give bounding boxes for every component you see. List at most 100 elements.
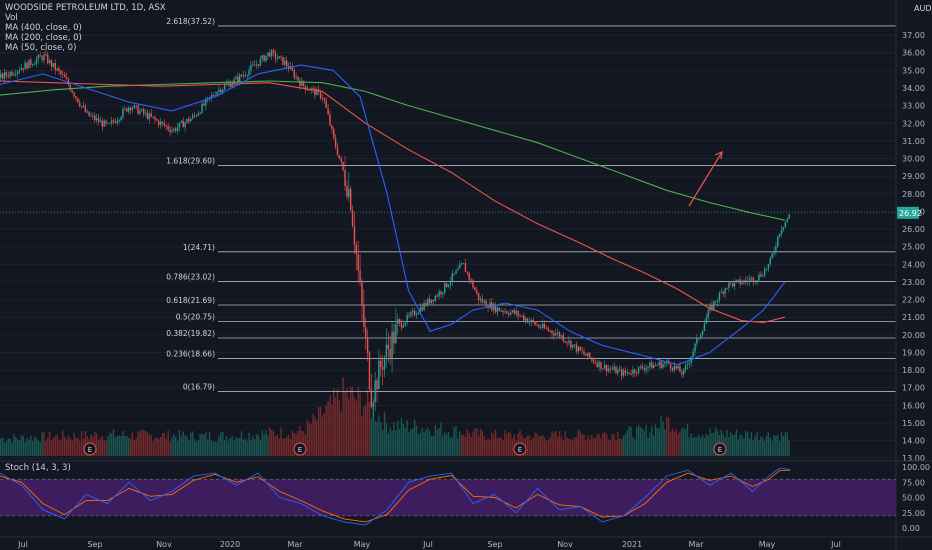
- candle-body: [60, 70, 62, 75]
- candle-body: [660, 361, 662, 368]
- volume-bar: [254, 439, 256, 456]
- volume-bar: [632, 437, 634, 456]
- candle-body: [41, 56, 43, 61]
- candle-body: [282, 56, 284, 65]
- time-tick-label: Sep: [487, 540, 502, 549]
- candle-body: [242, 75, 245, 77]
- volume-bar: [269, 427, 271, 456]
- candle-body: [643, 368, 645, 371]
- candle-body: [150, 113, 152, 117]
- volume-bar: [769, 437, 771, 456]
- volume-bar: [308, 422, 310, 456]
- candle-body: [103, 120, 105, 127]
- candle-body: [357, 254, 359, 271]
- volume-bar: [733, 434, 736, 456]
- earnings-marker-label: E: [518, 446, 522, 454]
- price-tick-label: 29.00: [902, 172, 925, 181]
- price-tick-label: 20.00: [902, 331, 925, 340]
- volume-bar: [628, 426, 630, 456]
- candle-body: [477, 292, 480, 301]
- volume-bar: [675, 428, 677, 456]
- candle-body: [698, 337, 700, 339]
- candle-body: [745, 280, 747, 282]
- candle-body: [321, 98, 324, 99]
- candle-body: [188, 118, 190, 122]
- volume-label[interactable]: Vol: [5, 13, 18, 23]
- candle-body: [429, 298, 431, 304]
- candle-body: [594, 362, 596, 364]
- volume-bar: [611, 433, 613, 456]
- volume-bar: [380, 421, 382, 456]
- price-tick-label: 31.00: [902, 137, 925, 146]
- volume-bar: [432, 435, 435, 456]
- fib-label: 1(24.71): [183, 243, 215, 252]
- volume-bar: [660, 415, 662, 456]
- volume-bar: [440, 422, 442, 456]
- volume-bar: [715, 427, 717, 456]
- candle-body: [716, 300, 719, 303]
- candle-body: [777, 236, 779, 247]
- volume-bar: [617, 431, 619, 456]
- price-tick-label: 34.00: [902, 84, 925, 93]
- current-price-label: 26.92: [899, 209, 922, 218]
- volume-bar: [208, 432, 211, 456]
- volume-bar: [248, 432, 250, 456]
- volume-bar: [479, 428, 482, 456]
- volume-bar: [664, 429, 666, 456]
- candle-body: [649, 362, 651, 367]
- earnings-marker-label: E: [298, 446, 302, 454]
- candle-body: [524, 318, 527, 321]
- candle-body: [780, 229, 783, 234]
- stoch-label[interactable]: Stoch (14, 3, 3): [5, 463, 71, 473]
- candle-body: [726, 288, 728, 289]
- candle-body: [731, 283, 734, 287]
- candle-body: [231, 84, 233, 87]
- volume-bar: [252, 435, 254, 456]
- candle-body: [481, 298, 484, 303]
- volume-bar: [28, 440, 30, 456]
- volume-bar: [508, 432, 510, 456]
- candle-body: [210, 95, 213, 98]
- volume-bar: [688, 437, 691, 456]
- volume-bar: [643, 430, 645, 456]
- candle-body: [639, 366, 642, 368]
- ma50-label[interactable]: MA (50, close, 0): [5, 43, 77, 53]
- volume-bar: [302, 431, 305, 456]
- ma200-label[interactable]: MA (200, close, 0): [5, 33, 82, 43]
- candle-body: [304, 85, 307, 90]
- volume-bar: [255, 434, 258, 456]
- volume-bar: [596, 434, 598, 456]
- stoch-tick-label: 50.00: [902, 494, 925, 503]
- volume-bar: [419, 432, 421, 456]
- volume-bar: [190, 432, 192, 456]
- volume-bar: [370, 418, 373, 456]
- volume-bar: [545, 441, 548, 456]
- volume-bar: [229, 438, 231, 456]
- candle-body: [622, 370, 625, 376]
- candle-body: [737, 279, 739, 281]
- symbol-title[interactable]: WOODSIDE PETROLEUM LTD, 1D, ASX: [5, 3, 166, 13]
- volume-bar: [449, 437, 452, 456]
- candle-body: [378, 360, 380, 390]
- volume-bar: [244, 438, 247, 456]
- volume-bar: [222, 431, 224, 456]
- price-tick-label: 15.00: [902, 419, 925, 428]
- volume-bar: [351, 386, 354, 456]
- volume-bar: [374, 420, 376, 456]
- candle-body: [385, 344, 388, 358]
- candle-body: [13, 74, 15, 76]
- ma400-line: [0, 80, 786, 221]
- volume-bar: [613, 434, 615, 456]
- candle-body: [500, 310, 502, 312]
- fib-label: 1.618(29.60): [166, 157, 215, 166]
- volume-bar: [746, 432, 749, 456]
- candle-body: [711, 305, 713, 310]
- candle-body: [511, 310, 514, 313]
- volume-bar: [745, 430, 747, 456]
- volume-bar: [602, 433, 604, 456]
- volume-bar: [289, 438, 292, 456]
- ma400-label[interactable]: MA (400, close, 0): [5, 23, 82, 33]
- volume-bar: [784, 432, 787, 456]
- candle-body: [20, 68, 23, 71]
- candle-body: [709, 305, 711, 311]
